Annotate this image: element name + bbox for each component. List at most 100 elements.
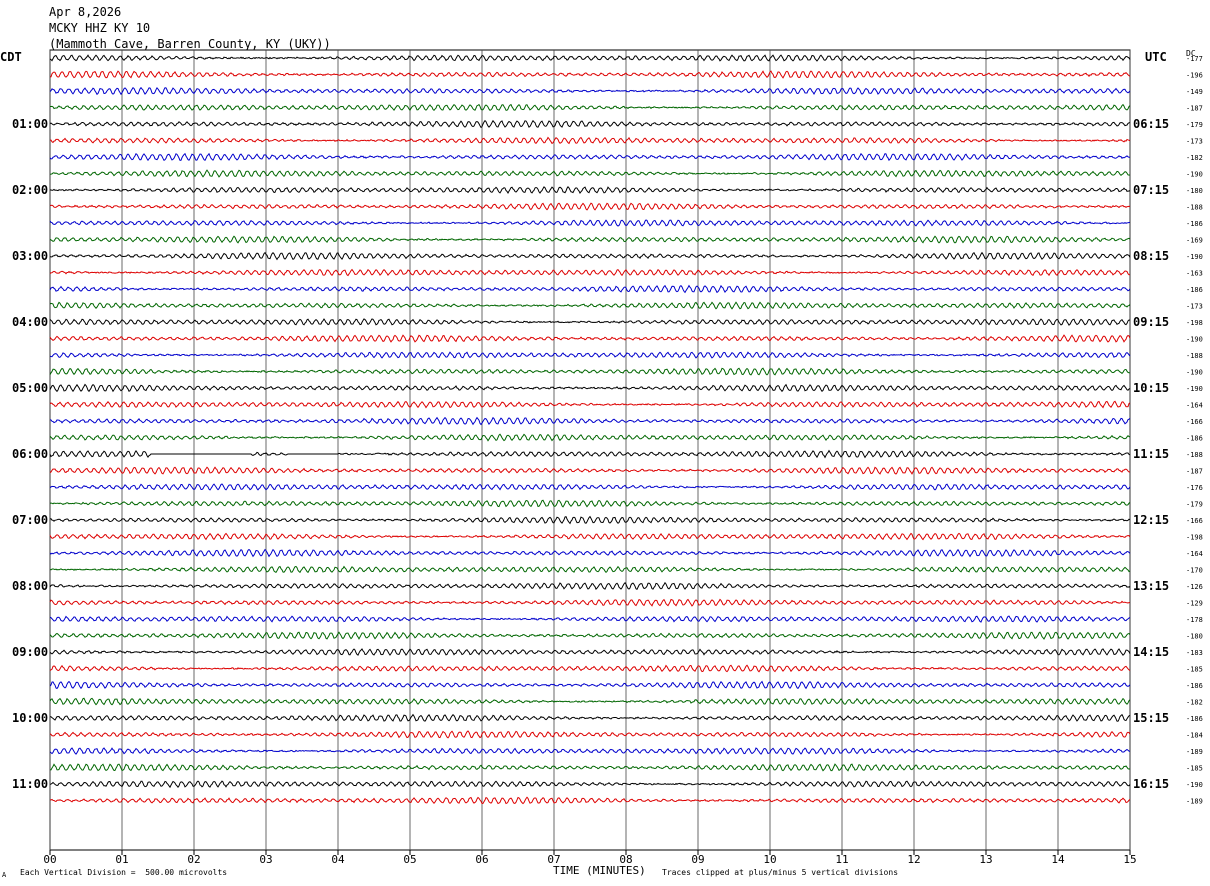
scale-note: Each Vertical Division = 500.00 microvol…	[20, 868, 228, 877]
x-tick-label: 13	[979, 853, 992, 866]
x-axis-title: TIME (MINUTES)	[553, 864, 646, 877]
x-tick-label: 15	[1123, 853, 1136, 866]
hour-label-cdt: 02:00	[12, 183, 48, 197]
seismic-trace-row	[49, 268, 1131, 277]
hour-label-cdt: 08:00	[12, 579, 48, 593]
axis-labels: 00 01 02 03 04 05 06 07 08 09 10 11 12 13 14 15 -177 -196…	[12, 55, 1203, 866]
hour-label-utc: 07:15	[1133, 183, 1169, 197]
seismic-trace-row	[49, 202, 1131, 211]
dc-offset-label: -190	[1186, 781, 1203, 789]
seismic-trace-row	[49, 54, 1131, 62]
x-tick-label: 07	[547, 853, 560, 866]
seismic-trace-row	[49, 532, 1131, 541]
seismic-trace-row	[49, 565, 1131, 574]
hour-label-cdt: 04:00	[12, 315, 48, 329]
dc-offset-label: -176	[1186, 484, 1203, 492]
seismic-trace-row	[49, 318, 1131, 326]
hour-label-utc: 12:15	[1133, 513, 1169, 527]
x-tick-label: 05	[403, 853, 416, 866]
seismic-trace-row	[49, 598, 1131, 607]
dc-offset-label: -186	[1186, 220, 1203, 228]
hour-label-cdt: 09:00	[12, 645, 48, 659]
seismic-trace-row	[49, 664, 1131, 673]
hour-label-utc: 08:15	[1133, 249, 1169, 263]
seismic-trace-row	[49, 730, 1131, 739]
grid-lines	[49, 49, 1131, 855]
seismic-trace-row	[49, 631, 1131, 640]
hour-label-cdt: 05:00	[12, 381, 48, 395]
clip-note: Traces clipped at plus/minus 5 vertical …	[662, 868, 899, 877]
x-tick-label: 02	[187, 853, 200, 866]
seismic-trace-row	[49, 615, 1131, 623]
dc-offset-label: -196	[1186, 72, 1203, 80]
seismic-trace-row	[49, 780, 1131, 789]
seismic-trace-row	[49, 219, 1131, 227]
hour-label-cdt: 01:00	[12, 117, 48, 131]
dc-offset-label: -189	[1186, 798, 1203, 806]
dc-offset-label: -149	[1186, 88, 1203, 96]
hour-label-cdt: 11:00	[12, 777, 48, 791]
seismic-trace-row	[49, 499, 1131, 508]
x-tick-label: 01	[115, 853, 128, 866]
dc-offset-label: -180	[1186, 633, 1203, 641]
dc-offset-label: -173	[1186, 138, 1203, 146]
dc-offset-label: -179	[1186, 501, 1203, 509]
seismic-trace-row	[49, 152, 1131, 162]
seismic-trace-row	[49, 70, 1131, 79]
dc-offset-label: -178	[1186, 616, 1203, 624]
dc-offset-label: -186	[1186, 435, 1203, 443]
x-tick-label: 03	[259, 853, 272, 866]
corner-mark: A	[2, 871, 7, 879]
date-label: Apr 8,2026	[49, 5, 122, 19]
seismic-trace-row	[49, 86, 1131, 96]
dc-offset-label: -129	[1186, 600, 1203, 608]
seismic-trace-row	[49, 351, 1131, 359]
dc-offset-label: -177	[1186, 55, 1203, 63]
hour-label-utc: 14:15	[1133, 645, 1169, 659]
dc-offset-label: -184	[1186, 732, 1203, 740]
hour-label-utc: 11:15	[1133, 447, 1169, 461]
seismic-trace-row	[49, 169, 1131, 178]
dc-offset-label: -169	[1186, 237, 1203, 245]
hour-label-utc: 10:15	[1133, 381, 1169, 395]
dc-offset-label: -182	[1186, 699, 1203, 707]
seismic-trace-row	[49, 581, 1131, 591]
dc-offset-label: -185	[1186, 666, 1203, 674]
seismic-trace-row	[49, 186, 1131, 195]
dc-offset-label: -173	[1186, 303, 1203, 311]
seismic-trace-row	[49, 334, 1131, 343]
seismic-trace-row	[49, 301, 1131, 310]
seismic-trace-row	[49, 367, 1131, 376]
dc-offset-label: -190	[1186, 369, 1203, 377]
dc-offset-label: -166	[1186, 517, 1203, 525]
seismic-trace-row	[49, 548, 1131, 558]
dc-offset-label: -163	[1186, 270, 1203, 278]
hour-label-utc: 09:15	[1133, 315, 1169, 329]
dc-offset-label: -186	[1186, 715, 1203, 723]
dc-offset-label: -183	[1186, 649, 1203, 657]
seismic-trace-row	[49, 433, 1131, 442]
seismic-trace-row	[49, 680, 1131, 690]
dc-offset-label: -180	[1186, 187, 1203, 195]
seismic-trace-row	[49, 400, 1131, 409]
timezone-left-label: CDT	[0, 50, 22, 64]
seismic-trace-row	[49, 235, 1131, 244]
seismic-trace-row	[49, 119, 1131, 129]
seismic-trace-row	[49, 713, 1131, 722]
location-label: (Mammoth Cave, Barren County, KY (UKY))	[49, 37, 331, 51]
dc-offset-label: -190	[1186, 171, 1203, 179]
seismic-trace-row	[49, 136, 1131, 145]
hour-label-utc: 06:15	[1133, 117, 1169, 131]
dc-offset-label: -126	[1186, 583, 1203, 591]
hour-label-cdt: 07:00	[12, 513, 48, 527]
x-tick-label: 06	[475, 853, 488, 866]
hour-label-utc: 13:15	[1133, 579, 1169, 593]
station-label: MCKY HHZ KY 10	[49, 21, 151, 35]
seismic-trace-row	[49, 103, 1131, 112]
plot-border	[49, 49, 1131, 851]
seismic-trace-row	[49, 383, 1131, 393]
x-tick-label: 10	[763, 853, 776, 866]
seismic-trace-row	[49, 763, 1131, 772]
dc-offset-label: -190	[1186, 253, 1203, 261]
